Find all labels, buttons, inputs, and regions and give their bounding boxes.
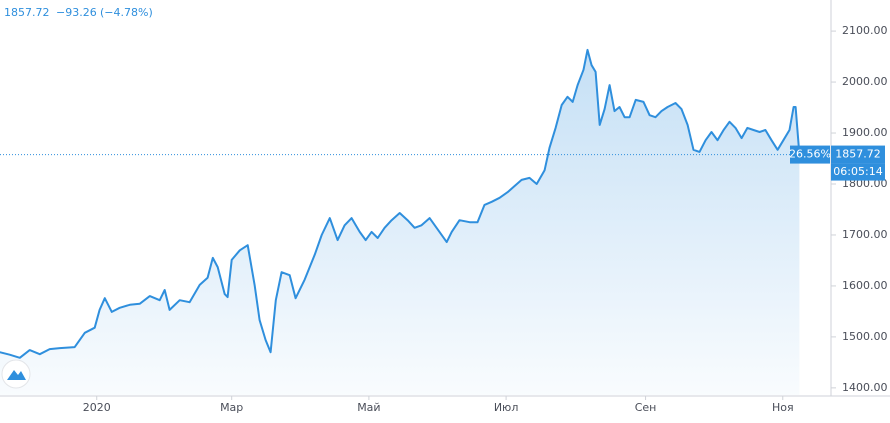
- pct-tag-label: 26.56%: [789, 148, 831, 161]
- x-tick-label: Ноя: [772, 401, 794, 414]
- y-tick-label: 1500.00: [842, 330, 888, 343]
- y-tick-label: 1600.00: [842, 279, 888, 292]
- x-tick-label: Май: [357, 401, 380, 414]
- price-tag-label: 1857.72: [835, 148, 881, 161]
- y-tick-label: 1700.00: [842, 228, 888, 241]
- area: [0, 49, 800, 395]
- y-tick-label: 1900.00: [842, 126, 888, 139]
- x-tick-label: Мар: [220, 401, 243, 414]
- pct-tag: [790, 145, 830, 164]
- y-tick-label: 2000.00: [842, 75, 888, 88]
- y-tick-label: 2100.00: [842, 24, 888, 37]
- price-tag: [831, 145, 885, 164]
- countdown-label: 06:05:14: [833, 165, 882, 178]
- header-change: −93.26: [56, 6, 97, 19]
- countdown-tag: [831, 163, 885, 181]
- header-price: 1857.72: [4, 6, 50, 19]
- x-tick-label: 2020: [83, 401, 111, 414]
- y-tick-label: 1400.00: [842, 381, 888, 394]
- x-tick-label: Сен: [635, 401, 657, 414]
- header-change-pct: (−4.78%): [100, 6, 153, 19]
- plot: [0, 48, 801, 395]
- line: [0, 48, 801, 359]
- x-tick-label: Июл: [494, 401, 519, 414]
- logo: [1, 359, 31, 389]
